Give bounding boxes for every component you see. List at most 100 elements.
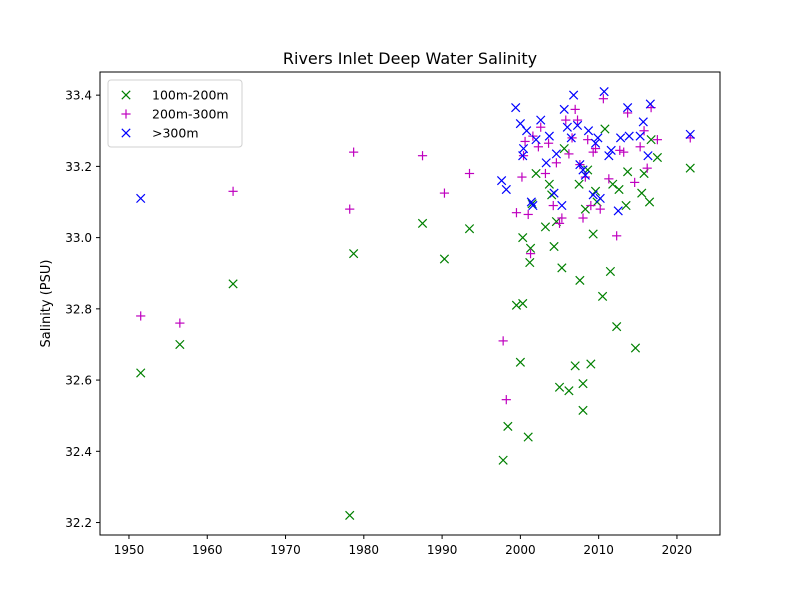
data-point — [349, 147, 359, 157]
x-tick-label: 2000 — [505, 543, 536, 557]
data-point — [635, 142, 645, 152]
data-point — [520, 136, 530, 147]
data-point — [527, 199, 537, 209]
data-point — [531, 168, 541, 179]
data-point — [557, 263, 567, 273]
data-point — [562, 122, 572, 132]
data-point — [613, 206, 623, 216]
data-point — [439, 188, 450, 198]
data-point — [623, 167, 633, 177]
data-point — [599, 86, 609, 97]
data-point — [531, 135, 541, 145]
data-point — [575, 275, 585, 285]
y-tick-label: 33.4 — [65, 89, 92, 103]
data-point — [525, 243, 536, 253]
data-point — [566, 133, 576, 143]
data-point — [518, 298, 528, 309]
data-point — [595, 204, 605, 214]
data-point — [439, 254, 450, 264]
data-point — [590, 138, 601, 148]
y-axis-label: Salinity (PSU) — [39, 260, 54, 348]
data-point — [496, 176, 507, 186]
data-point — [417, 218, 428, 228]
data-point — [598, 94, 608, 104]
data-point — [540, 168, 551, 179]
data-point — [630, 343, 641, 353]
plot-frame — [99, 71, 721, 536]
data-point — [518, 143, 529, 154]
data-point — [614, 184, 624, 195]
data-point — [515, 357, 526, 367]
data-point — [345, 204, 355, 214]
data-point — [623, 102, 633, 113]
data-point — [570, 361, 580, 371]
data-point — [536, 122, 546, 132]
data-point — [586, 200, 596, 211]
data-point — [588, 229, 598, 239]
data-point — [600, 124, 610, 134]
data-point — [501, 395, 511, 405]
data-point — [136, 311, 146, 321]
data-point — [557, 213, 567, 223]
data-point — [551, 149, 562, 159]
data-point — [583, 126, 594, 136]
data-point — [578, 165, 588, 175]
y-tick-label: 33.0 — [65, 231, 92, 245]
legend-marker — [121, 128, 131, 138]
chart-title: Rivers Inlet Deep Water Salinity — [283, 49, 537, 68]
data-point — [615, 133, 626, 143]
data-point — [685, 163, 695, 173]
x-tick-label: 1970 — [270, 543, 301, 557]
data-point — [572, 120, 583, 131]
data-point — [554, 218, 565, 228]
data-point — [637, 188, 647, 198]
data-point — [175, 318, 185, 328]
x-tick-label: 1950 — [114, 543, 145, 557]
y-tick-label: 32.4 — [65, 445, 92, 459]
data-point — [608, 179, 618, 189]
data-point — [580, 204, 590, 214]
x-tick-label: 1980 — [349, 543, 380, 557]
data-point — [551, 158, 561, 168]
data-point — [515, 119, 526, 129]
y-tick-label: 32.2 — [65, 516, 92, 530]
data-point — [575, 159, 585, 170]
data-point — [559, 143, 569, 154]
data-point — [583, 135, 593, 145]
x-tick-label: 1990 — [427, 543, 458, 557]
data-point — [175, 339, 185, 350]
data-point — [624, 131, 634, 141]
data-point — [652, 152, 662, 163]
x-axis: 1950 1960 1970 1980 1990 2000 2010 2020 — [114, 535, 693, 557]
data-point — [621, 200, 631, 211]
legend-box — [107, 79, 243, 148]
data-point — [580, 172, 590, 182]
data-point — [578, 405, 588, 415]
data-point — [619, 147, 629, 157]
data-point — [464, 168, 475, 179]
data-point — [639, 126, 649, 136]
data-point — [564, 386, 574, 396]
data-point — [544, 179, 554, 189]
data-point — [554, 382, 565, 392]
data-point — [349, 249, 359, 259]
data-point — [533, 142, 543, 152]
data-point — [549, 241, 559, 252]
data-point — [561, 115, 571, 125]
data-point — [228, 186, 238, 196]
x-tick-label: 2010 — [583, 543, 614, 557]
data-point — [597, 291, 608, 302]
y-tick-label: 32.8 — [65, 302, 92, 316]
data-point — [511, 300, 522, 310]
data-point — [586, 359, 596, 369]
data-point — [498, 336, 508, 346]
legend-label: 100m-200m — [152, 88, 229, 103]
data-point — [635, 131, 645, 141]
x-tick-label: 1960 — [192, 543, 223, 557]
data-point — [557, 200, 567, 211]
x-tick-label: 2020 — [662, 543, 693, 557]
data-point — [645, 99, 655, 109]
data-point — [511, 208, 522, 218]
data-point — [578, 379, 588, 389]
